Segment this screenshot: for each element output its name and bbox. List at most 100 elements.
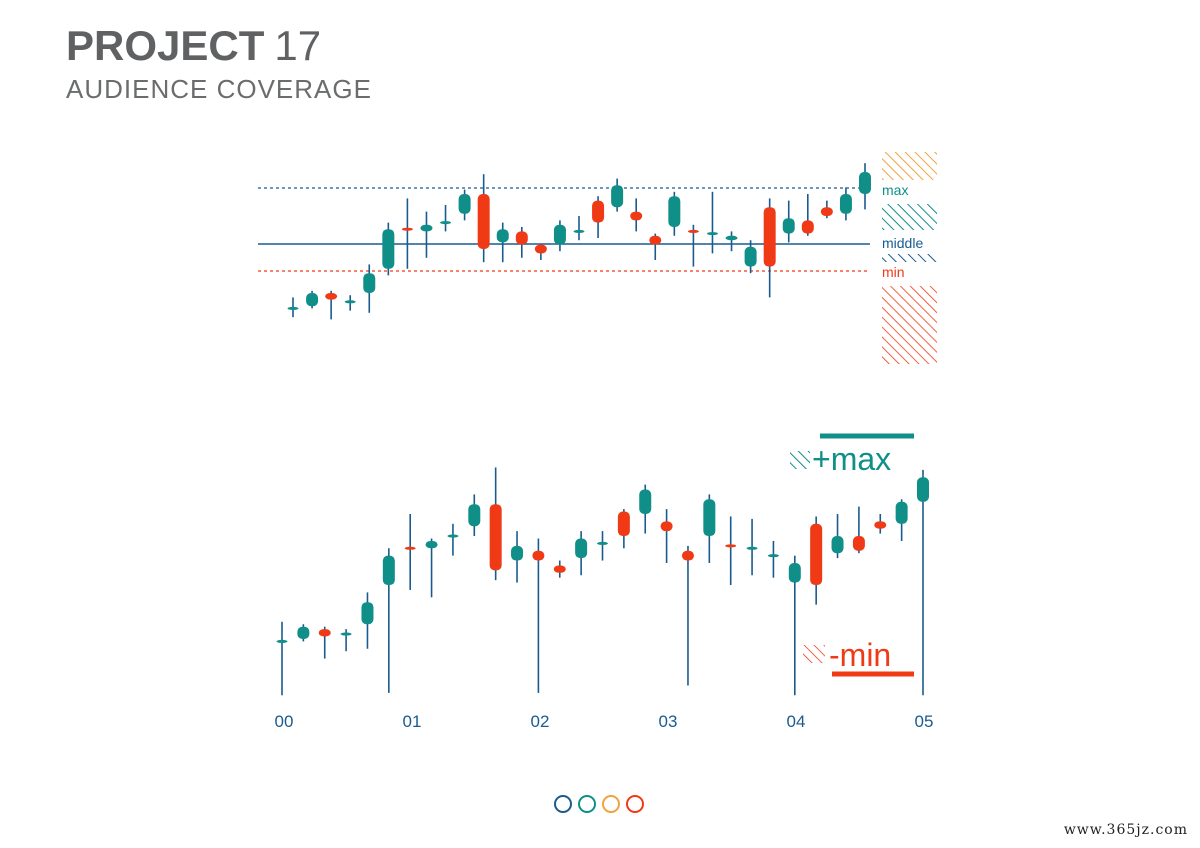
bottom-candles bbox=[276, 467, 929, 696]
legend-label-middle: middle bbox=[882, 235, 923, 251]
bottom-candle bbox=[382, 548, 395, 693]
page-title: PROJECT 17 bbox=[66, 22, 321, 70]
top-candle-body bbox=[344, 300, 356, 304]
legend-swatch-teal bbox=[882, 204, 937, 230]
bottom-candle bbox=[746, 518, 758, 576]
bottom-candle bbox=[767, 540, 779, 578]
top-candle-body bbox=[515, 231, 528, 245]
top-candle-body bbox=[763, 207, 776, 267]
bottom-candle bbox=[703, 494, 716, 563]
top-candle-body bbox=[534, 244, 547, 254]
bottom-candle-body bbox=[746, 546, 758, 550]
bottom-candle-body bbox=[553, 565, 566, 573]
bottom-candle-body bbox=[788, 563, 801, 583]
top-candle bbox=[820, 200, 833, 219]
top-candle bbox=[782, 200, 795, 243]
top-candle bbox=[515, 227, 528, 258]
pagination-dot[interactable] bbox=[554, 795, 572, 813]
bottom-candle bbox=[340, 629, 352, 652]
bottom-candle bbox=[831, 514, 844, 559]
top-candle bbox=[553, 220, 566, 252]
top-candle-body bbox=[725, 235, 738, 241]
bottom-candle bbox=[425, 538, 438, 598]
bottom-candle bbox=[917, 469, 929, 696]
top-candle bbox=[573, 216, 585, 241]
top-candle-body bbox=[839, 194, 852, 214]
top-candle-body bbox=[287, 306, 299, 310]
top-candle-body bbox=[306, 293, 319, 307]
x-tick-label: 00 bbox=[275, 712, 294, 731]
bottom-candle bbox=[276, 621, 288, 696]
top-candle bbox=[420, 211, 433, 258]
pagination-dots bbox=[554, 795, 644, 813]
top-candle bbox=[839, 187, 852, 221]
bottom-candle-body bbox=[511, 545, 524, 561]
x-tick-label: 05 bbox=[915, 712, 934, 731]
bottom-candle bbox=[681, 545, 694, 686]
top-candle-body bbox=[687, 229, 699, 233]
top-candle-body bbox=[440, 221, 452, 225]
bottom-candle-body bbox=[447, 534, 459, 538]
legend-swatch-red bbox=[882, 286, 937, 364]
top-candle bbox=[534, 244, 547, 260]
top-candle-body bbox=[592, 200, 605, 223]
bottom-candle-body bbox=[532, 550, 545, 561]
bottom-candle-body bbox=[597, 541, 608, 545]
top-candle-body bbox=[477, 194, 490, 249]
bottom-candle-body bbox=[810, 523, 823, 586]
bottom-candle-body bbox=[468, 504, 481, 527]
bottom-candle-body bbox=[831, 536, 844, 554]
legend-swatch-orange bbox=[882, 152, 937, 180]
x-tick-label: 04 bbox=[787, 712, 806, 731]
top-candle-body bbox=[611, 185, 624, 208]
top-candle-body bbox=[573, 229, 585, 233]
bottom-candle-body bbox=[382, 555, 395, 586]
x-tick-label: 02 bbox=[531, 712, 550, 731]
bottom-candle bbox=[511, 531, 524, 583]
legend-swatch-blue bbox=[882, 254, 937, 262]
top-candle bbox=[401, 198, 413, 269]
top-candle bbox=[611, 178, 624, 212]
bottom-candle-body bbox=[660, 521, 673, 532]
top-candle bbox=[859, 163, 871, 210]
top-candle-body bbox=[553, 224, 566, 245]
x-axis-ticks: 00 01 02 03 04 05 bbox=[275, 712, 934, 731]
bottom-candle-body bbox=[874, 521, 887, 529]
top-candle-body bbox=[630, 211, 643, 221]
top-candle-body bbox=[744, 246, 757, 267]
watermark: www.365jz.com bbox=[1063, 822, 1188, 838]
bottom-candle bbox=[617, 509, 630, 549]
bottom-candle-body bbox=[575, 538, 588, 559]
top-candle bbox=[363, 264, 376, 313]
top-candle-body bbox=[496, 229, 509, 243]
pagination-dot[interactable] bbox=[578, 795, 596, 813]
pagination-dot[interactable] bbox=[626, 795, 644, 813]
pagination-dot[interactable] bbox=[602, 795, 620, 813]
bottom-candle bbox=[597, 531, 608, 561]
top-candle bbox=[801, 194, 814, 236]
bottom-candle-body bbox=[318, 629, 331, 637]
top-candle-body bbox=[401, 227, 413, 231]
bottom-candle-body bbox=[917, 477, 929, 502]
annotation-max: +max bbox=[812, 441, 891, 477]
top-candle bbox=[592, 196, 605, 238]
top-candle bbox=[344, 295, 356, 311]
bottom-candle-body bbox=[361, 602, 374, 625]
bottom-candle-body bbox=[767, 554, 779, 558]
page-subtitle: AUDIENCE COVERAGE bbox=[66, 74, 372, 104]
bottom-candle bbox=[468, 494, 481, 537]
bottom-candle bbox=[895, 499, 908, 541]
top-candle bbox=[325, 290, 338, 320]
bottom-candle bbox=[297, 624, 310, 642]
top-candle-body bbox=[820, 207, 833, 216]
bottom-candle bbox=[852, 506, 865, 554]
top-candle bbox=[440, 205, 452, 232]
legend-label-min: min bbox=[882, 264, 905, 280]
top-candle bbox=[287, 297, 299, 318]
bottom-candle bbox=[810, 516, 823, 605]
annotation-min: -min bbox=[829, 637, 891, 673]
top-candle bbox=[744, 240, 757, 274]
bottom-candle bbox=[725, 516, 737, 586]
bottom-candle-body bbox=[852, 536, 865, 551]
